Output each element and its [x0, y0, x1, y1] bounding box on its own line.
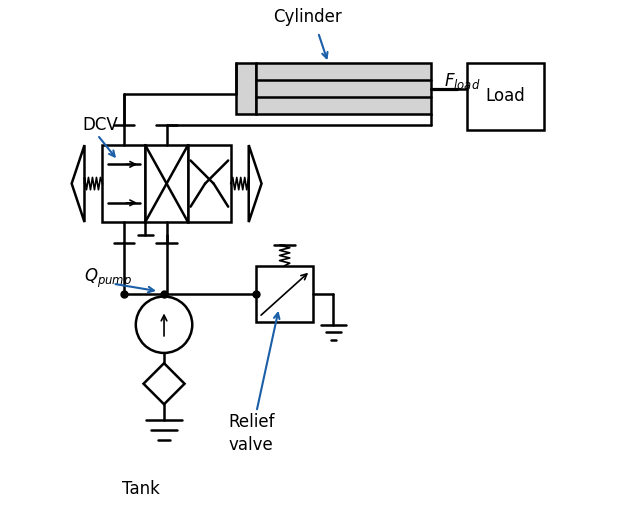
Text: Cylinder: Cylinder — [273, 8, 342, 26]
Polygon shape — [72, 145, 85, 222]
Text: Relief: Relief — [228, 413, 275, 431]
Circle shape — [136, 297, 192, 353]
Text: Load: Load — [485, 87, 525, 105]
Bar — [236, 63, 256, 115]
Bar — [256, 266, 313, 322]
Bar — [256, 63, 431, 115]
Polygon shape — [249, 145, 261, 222]
Text: Tank: Tank — [122, 480, 160, 498]
Text: DCV: DCV — [82, 116, 118, 134]
Bar — [467, 63, 544, 130]
Bar — [102, 145, 145, 222]
Text: valve: valve — [229, 437, 273, 454]
Text: $F_{load}$: $F_{load}$ — [444, 71, 480, 91]
Text: $Q_{pump}$: $Q_{pump}$ — [85, 267, 132, 290]
Bar — [145, 145, 188, 222]
Bar — [188, 145, 231, 222]
Polygon shape — [144, 363, 184, 404]
